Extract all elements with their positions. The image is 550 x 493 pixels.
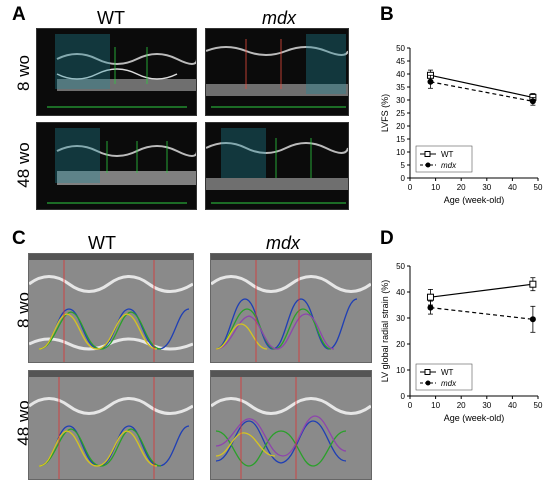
y-tick-label: 45	[396, 57, 405, 66]
echo-image-wt-48wo	[36, 122, 197, 210]
echo-image-mdx-48wo	[205, 122, 349, 210]
legend-label-wt: WT	[441, 150, 454, 159]
panel-a-col-mdx: mdx	[262, 8, 297, 28]
y-tick-label: 15	[396, 135, 405, 144]
panel-a-row-8wo: 8 wo	[14, 55, 33, 91]
panel-letter-a: A	[12, 4, 26, 25]
legend-label-mdx: mdx	[441, 161, 457, 170]
y-tick-label: 10	[396, 148, 405, 157]
data-point-mdx	[529, 316, 536, 323]
legend-marker	[425, 380, 431, 386]
y-tick-label: 20	[396, 340, 405, 349]
legend-marker	[424, 369, 431, 375]
chart-lvfs: 0 5 10 15 20 25 30 35 40 45 50 0 10 20 30 40 50 Age (week…	[380, 44, 543, 205]
y-tick-label: 30	[396, 96, 405, 105]
echo-image-mdx-8wo	[205, 28, 349, 116]
x-tick-label: 10	[431, 183, 440, 192]
legend-label-mdx: mdx	[441, 379, 457, 388]
legend-marker	[424, 151, 431, 157]
y-tick-label: 35	[396, 83, 405, 92]
x-tick-label: 30	[482, 401, 491, 410]
strain-image-mdx-8wo	[210, 253, 372, 363]
data-point-wt	[426, 293, 434, 301]
series-line-mdx	[430, 307, 533, 320]
y-tick-label: 50	[396, 44, 405, 53]
x-tick-label: 0	[408, 401, 413, 410]
chart-radial-strain: 0 10 20 30 40 50 0 10 20 30 40 50 Age (week-old) LV g…	[380, 262, 543, 423]
y-tick-label: 0	[401, 392, 406, 401]
y-tick-label: 40	[396, 70, 405, 79]
y-tick-label: 50	[396, 262, 405, 271]
y-tick-label: 25	[396, 109, 405, 118]
x-tick-label: 10	[431, 401, 440, 410]
y-tick-label: 0	[401, 174, 406, 183]
x-tick-label: 40	[508, 183, 517, 192]
x-tick-label: 20	[457, 401, 466, 410]
panel-letter-b: B	[380, 4, 394, 25]
legend-box	[415, 145, 473, 173]
y-axis-label: LVFS (%)	[380, 94, 390, 132]
strain-image-mdx-48wo	[210, 370, 372, 480]
panel-a-col-wt: WT	[97, 8, 125, 28]
panel-c-col-mdx: mdx	[266, 233, 301, 253]
legend-marker	[425, 162, 431, 168]
data-point-mdx	[529, 98, 536, 105]
strain-image-wt-8wo	[28, 253, 194, 363]
x-axis-label: Age (week-old)	[444, 413, 505, 423]
legend-box	[415, 363, 473, 391]
data-point-wt	[529, 280, 537, 288]
x-tick-label: 20	[457, 183, 466, 192]
legend-label-wt: WT	[441, 368, 454, 377]
x-tick-label: 40	[508, 401, 517, 410]
x-tick-label: 50	[534, 401, 543, 410]
panel-letter-d: D	[380, 228, 394, 249]
x-axis-label: Age (week-old)	[444, 195, 505, 205]
y-tick-label: 5	[401, 161, 406, 170]
series-line-wt	[430, 74, 534, 98]
x-tick-label: 30	[482, 183, 491, 192]
series-line-wt	[430, 283, 533, 298]
series-line-mdx	[430, 81, 533, 102]
y-tick-label: 10	[396, 366, 405, 375]
y-axis-label: LV global radial strain (%)	[380, 280, 390, 382]
echo-image-wt-8wo	[36, 28, 197, 116]
x-tick-label: 0	[408, 183, 413, 192]
panel-c-col-wt: WT	[88, 233, 116, 253]
y-tick-label: 40	[396, 288, 405, 297]
panel-a-row-48wo: 48 wo	[14, 142, 33, 188]
x-tick-label: 50	[534, 183, 543, 192]
strain-image-wt-48wo	[28, 370, 194, 480]
data-point-mdx	[427, 304, 434, 311]
y-tick-label: 20	[396, 122, 405, 131]
panel-letter-c: C	[12, 228, 26, 249]
y-tick-label: 30	[396, 314, 405, 323]
data-point-mdx	[427, 78, 434, 85]
